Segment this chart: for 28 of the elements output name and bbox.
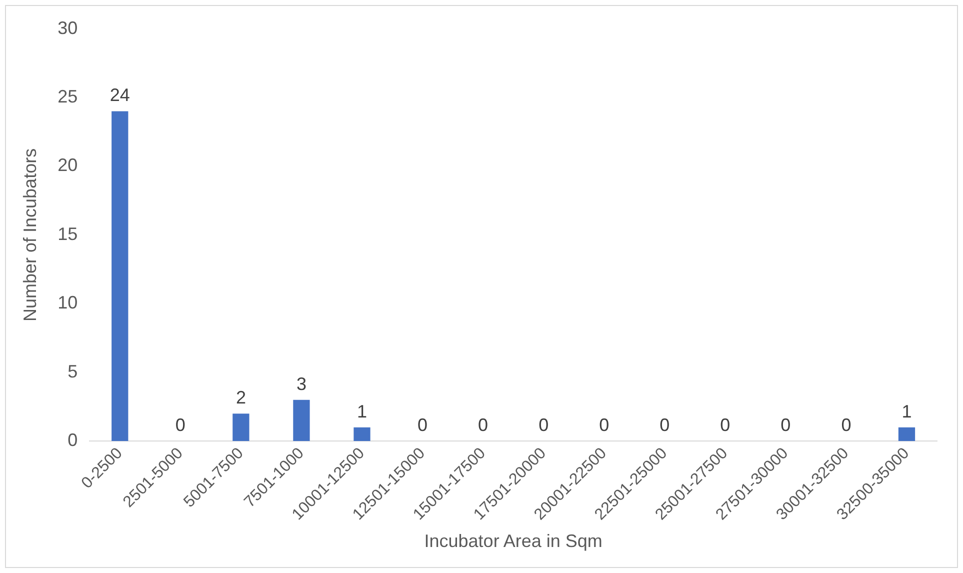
data-label: 2 (236, 388, 246, 408)
data-label: 0 (538, 415, 549, 436)
y-tick-label: 15 (58, 224, 78, 244)
data-label: 0 (478, 415, 488, 436)
data-label: 0 (720, 415, 730, 436)
data-label: 1 (356, 401, 367, 422)
y-tick-label: 30 (58, 18, 78, 38)
bar (898, 427, 916, 442)
data-label: 3 (296, 374, 306, 394)
bar (293, 400, 310, 442)
data-label: 24 (110, 85, 130, 106)
data-label: 0 (175, 415, 186, 436)
y-tick-label: 5 (68, 361, 78, 382)
data-label: 0 (841, 415, 852, 436)
y-tick-label: 10 (58, 292, 78, 313)
bar (112, 111, 128, 442)
data-label: 0 (780, 415, 791, 436)
data-label: 0 (660, 415, 670, 436)
data-label: 0 (599, 415, 610, 436)
bar (232, 414, 250, 442)
bar (354, 427, 370, 442)
x-axis-title: Incubator Area in Sqm (424, 531, 602, 552)
y-tick-label: 25 (58, 86, 78, 106)
data-label: 0 (418, 415, 428, 436)
y-axis-title: Number of Incubators (20, 148, 40, 322)
data-label: 1 (902, 401, 912, 422)
y-tick-label: 20 (58, 155, 78, 176)
y-tick-label: 0 (68, 430, 78, 450)
